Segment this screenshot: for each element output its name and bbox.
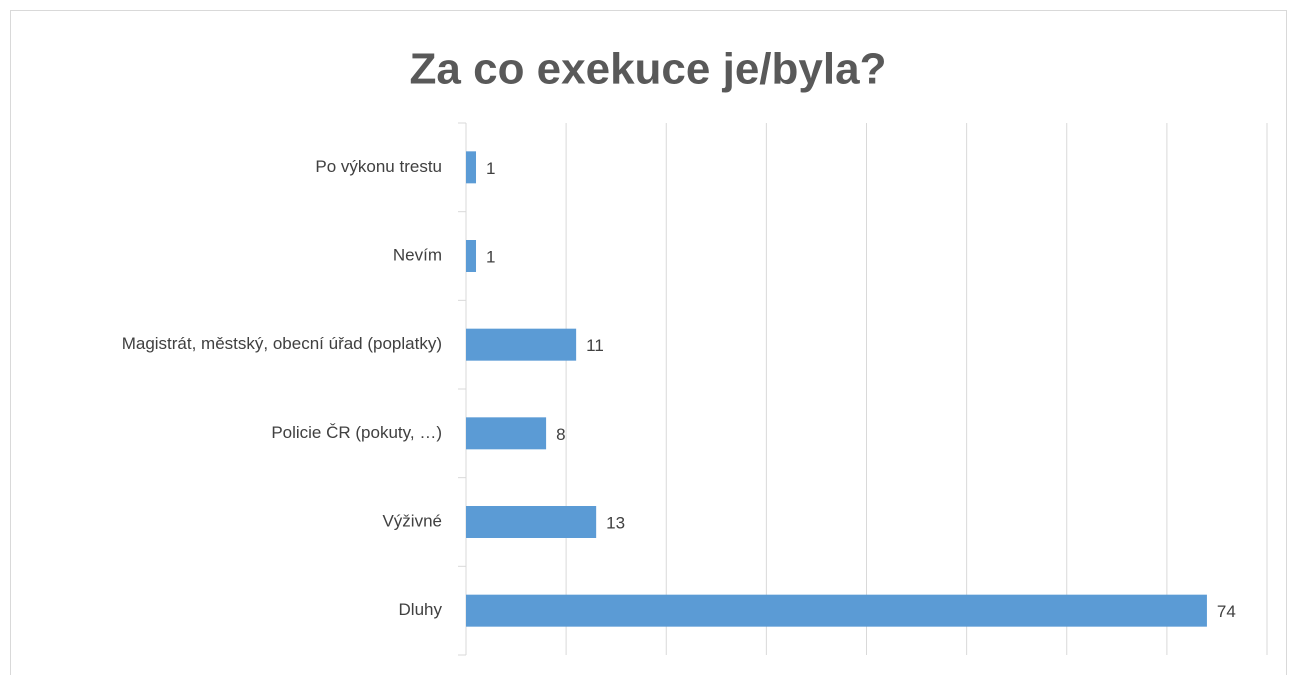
data-label: 13 xyxy=(606,513,625,532)
bar xyxy=(466,594,1207,627)
chart-title: Za co exekuce je/byla? xyxy=(410,45,887,94)
data-label: 8 xyxy=(556,425,565,444)
data-label: 11 xyxy=(586,336,604,355)
data-label: 1 xyxy=(486,159,495,178)
bar xyxy=(466,506,597,538)
bar xyxy=(466,151,477,184)
bar xyxy=(466,328,577,361)
y-tick-label: Po výkonu trestu xyxy=(315,157,442,176)
data-label: 74 xyxy=(1217,602,1236,621)
data-label: 1 xyxy=(486,247,495,266)
bar xyxy=(466,240,477,272)
y-tick-label: Nevím xyxy=(393,245,442,264)
y-tick-label: Výživné xyxy=(382,511,442,530)
y-tick-label: Dluhy xyxy=(399,600,443,619)
y-tick-label: Magistrát, městský, obecní úřad (poplatk… xyxy=(122,334,442,353)
bar xyxy=(466,417,547,450)
chart-border xyxy=(10,10,1287,675)
y-tick-label: Policie ČR (pokuty, …) xyxy=(271,423,442,442)
